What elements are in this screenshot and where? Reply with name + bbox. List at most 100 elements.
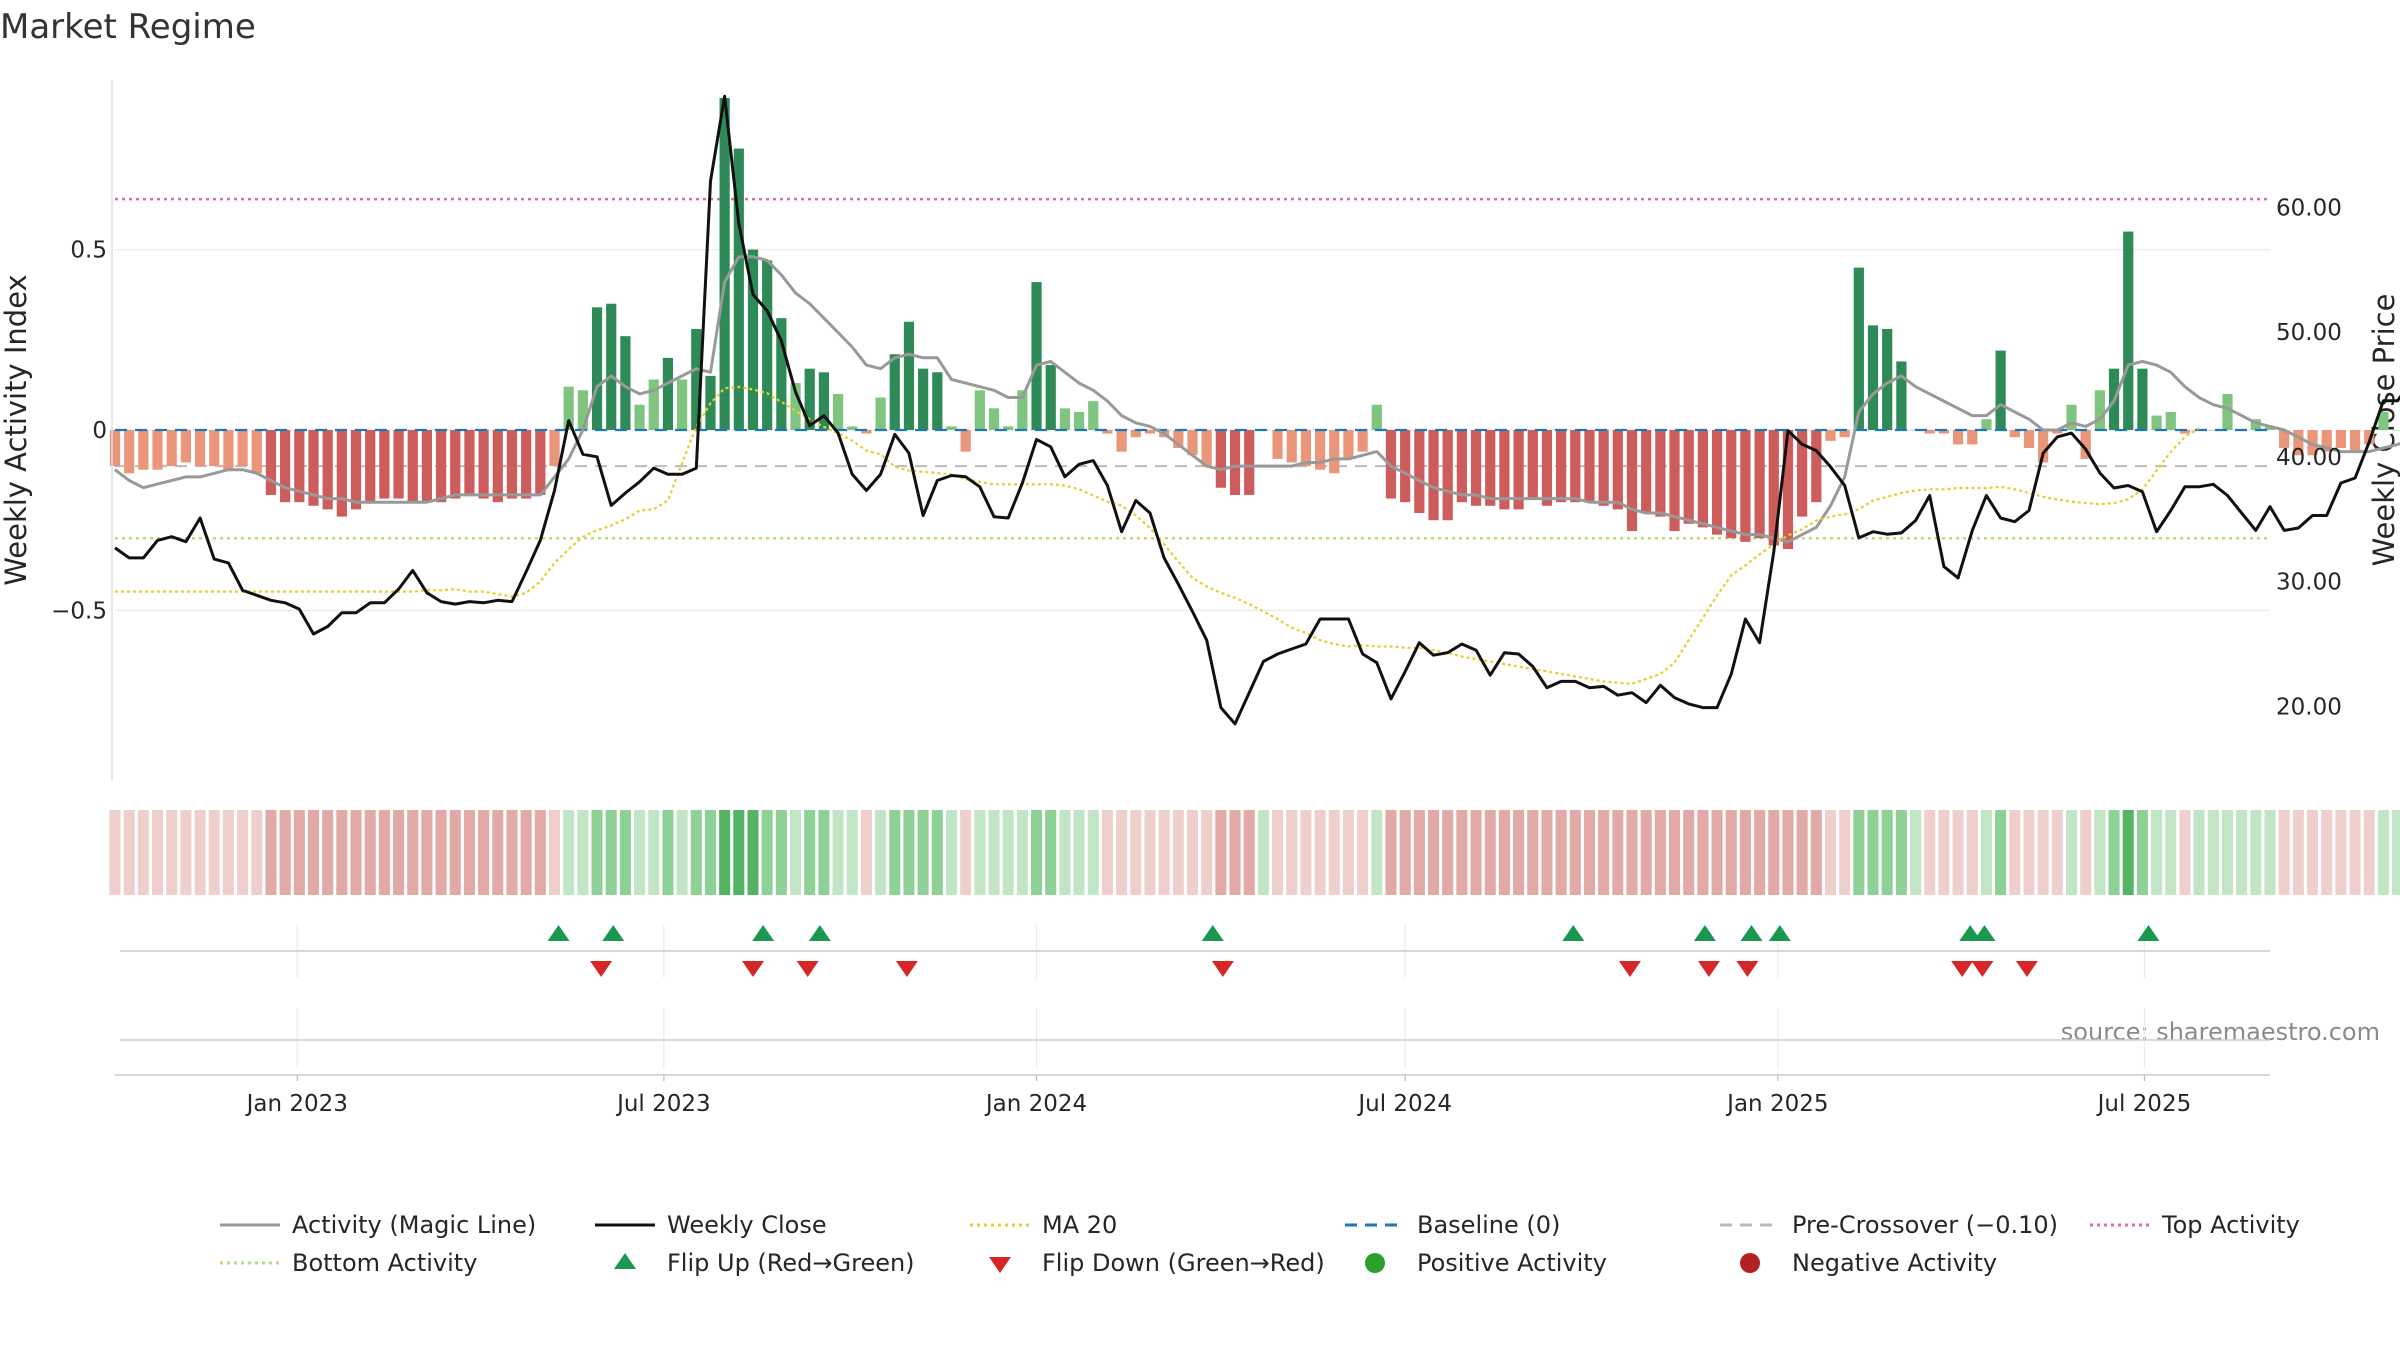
activity-bar (1811, 430, 1822, 503)
activity-bar (251, 430, 262, 474)
activity-bar (2137, 368, 2148, 430)
activity-bar (166, 430, 177, 467)
regime-cell (1938, 810, 1950, 895)
regime-cell (1839, 810, 1851, 895)
legend-label: Pre-Crossover (−0.10) (1792, 1211, 2058, 1239)
flip-up-marker (808, 925, 831, 941)
regime-cell (251, 810, 263, 895)
activity-bar (336, 430, 347, 517)
chart-title: Market Regime (0, 7, 256, 47)
activity-bar (1187, 430, 1198, 456)
x-tick-label: Jan 2025 (1725, 1091, 1828, 1117)
activity-bar (563, 386, 574, 430)
regime-cell (1002, 810, 1014, 895)
regime-cell (2136, 810, 2148, 895)
regime-cell (747, 810, 759, 895)
regime-cell (1754, 810, 1766, 895)
activity-bar (521, 430, 532, 499)
legend-swatch-triangle-up (614, 1253, 636, 1269)
regime-cell (1924, 810, 1936, 895)
activity-bar (1017, 390, 1028, 430)
regime-cell (492, 810, 504, 895)
regime-cell (194, 810, 206, 895)
legend-item: MA 20 (970, 1211, 1117, 1239)
activity-bar (1981, 419, 1992, 430)
flip-up-marker (602, 925, 625, 941)
regime-cell (2221, 810, 2233, 895)
regime-cell (1626, 810, 1638, 895)
activity-bar (2179, 430, 2191, 434)
regime-cell (2151, 810, 2163, 895)
activity-bar (903, 321, 915, 430)
regime-cell (2122, 810, 2134, 895)
regime-cell (1286, 810, 1298, 895)
flip-markers (120, 925, 2270, 977)
activity-bar (747, 249, 759, 430)
regime-cell (2363, 810, 2375, 895)
regime-cell (1172, 810, 1184, 895)
activity-bar (1031, 282, 1042, 430)
legend-label: Bottom Activity (292, 1249, 477, 1277)
regime-cell (393, 810, 405, 895)
activity-bar (2038, 430, 2049, 463)
activity-bar (152, 430, 163, 470)
activity-bar (1541, 430, 1553, 506)
regime-cell (1612, 810, 1624, 895)
y2-tick-label: 60.00 (2276, 195, 2342, 221)
regime-cell (1583, 810, 1596, 895)
regime-cell (2292, 810, 2304, 895)
flip-up-marker (1201, 925, 1224, 941)
activity-bar (2307, 430, 2318, 456)
activity-bar (2208, 430, 2219, 431)
legend-label: Negative Activity (1792, 1249, 1997, 1277)
activity-bar (1485, 430, 1496, 506)
regime-cell (2023, 810, 2035, 895)
activity-bar (2151, 415, 2162, 430)
regime-cell (1073, 810, 1085, 895)
regime-cell (378, 810, 390, 895)
activity-bar (1414, 430, 1425, 513)
activity-bar (1045, 365, 1056, 430)
activity-bar (591, 307, 603, 430)
activity-bar (1400, 430, 1411, 503)
regime-cell (2207, 810, 2219, 895)
weekly-close-series (114, 94, 2400, 726)
activity-bar (1782, 430, 1794, 550)
regime-cell (1810, 810, 1822, 895)
activity-bar (2279, 430, 2290, 449)
regime-cell (1342, 810, 1354, 895)
regime-cell (2392, 810, 2400, 895)
regime-cell (1371, 810, 1383, 895)
regime-cell (1867, 810, 1879, 895)
regime-cell (1966, 810, 1978, 895)
activity-bar (1470, 430, 1482, 506)
regime-cell (2037, 810, 2049, 895)
activity-bar (1669, 430, 1680, 532)
activity-bar (265, 430, 277, 495)
regime-cell (2179, 810, 2191, 895)
regime-cell (1314, 810, 1326, 895)
activity-bar (549, 430, 560, 467)
y2-tick-label: 40.00 (2276, 445, 2342, 471)
regime-cell (1328, 810, 1340, 895)
activity-bar (535, 430, 546, 495)
regime-cell (789, 810, 802, 895)
regime-cell (591, 810, 603, 895)
magic-line-series (114, 255, 2400, 544)
activity-bar (1768, 430, 1779, 546)
y-axis-label: Weekly Activity Index (0, 274, 33, 585)
regime-cell (634, 810, 646, 895)
regime-cell (960, 810, 972, 895)
source-note: source: sharemaestro.com (2061, 1018, 2380, 1046)
regime-cell (945, 810, 958, 895)
activity-bar (1003, 426, 1014, 430)
flip-down-marker (741, 961, 764, 977)
regime-cell (222, 810, 234, 895)
activity-bar (2222, 393, 2233, 430)
regime-cell (1555, 810, 1567, 895)
activity-bar (2335, 430, 2346, 449)
regime-cell (804, 810, 816, 895)
regime-cell (1697, 810, 1709, 895)
